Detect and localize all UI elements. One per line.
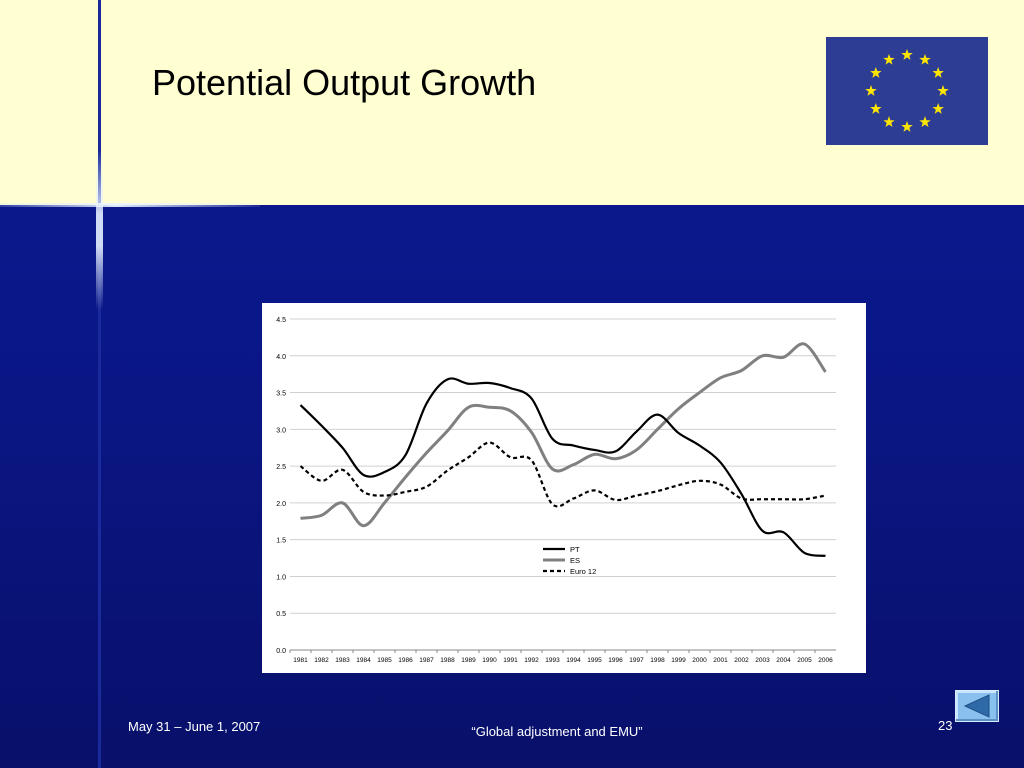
flag-star bbox=[932, 103, 944, 114]
vertical-accent-glow bbox=[96, 150, 103, 310]
x-tick-label: 1986 bbox=[398, 657, 413, 664]
x-tick-label: 2006 bbox=[818, 657, 833, 664]
x-tick-label: 1985 bbox=[377, 657, 392, 664]
x-tick-label: 1994 bbox=[566, 657, 581, 664]
chart-legend: PT ES Euro 12 bbox=[543, 545, 596, 576]
x-tick-label: 1995 bbox=[587, 657, 602, 664]
x-tick-label: 1998 bbox=[650, 657, 665, 664]
x-tick-label: 2005 bbox=[797, 657, 812, 664]
y-tick-label: 4.0 bbox=[276, 354, 286, 361]
x-tick-label: 1987 bbox=[419, 657, 434, 664]
flag-star bbox=[901, 49, 913, 60]
y-tick-label: 2.0 bbox=[276, 501, 286, 508]
vertical-accent-line bbox=[98, 0, 101, 768]
legend-label: Euro 12 bbox=[570, 567, 596, 576]
flag-star bbox=[901, 121, 913, 132]
flag-star bbox=[937, 85, 949, 96]
x-tick-label: 1990 bbox=[482, 657, 497, 664]
x-tick-label: 1981 bbox=[293, 657, 308, 664]
series-line-pt bbox=[299, 377, 826, 557]
series-line-euro-12 bbox=[299, 441, 826, 508]
y-tick-label: 0.5 bbox=[276, 611, 286, 618]
slide-title: Potential Output Growth bbox=[152, 62, 537, 103]
previous-slide-icon bbox=[963, 694, 990, 718]
flag-star bbox=[870, 103, 882, 114]
y-tick-label: 0.0 bbox=[276, 648, 286, 655]
x-tick-label: 1982 bbox=[314, 657, 329, 664]
x-tick-label: 1988 bbox=[440, 657, 455, 664]
legend-label: ES bbox=[570, 556, 580, 565]
slide-number: 23 bbox=[938, 718, 953, 733]
flag-star bbox=[919, 116, 931, 128]
flag-star bbox=[919, 53, 931, 65]
chart-panel: 0.0 0.5 1.0 1.5 2.0 2.5 3.0 3.5 4.0 4.5 1981 1982 19… bbox=[262, 303, 866, 673]
footer-date: May 31 – June 1, 2007 bbox=[128, 719, 261, 734]
horizontal-accent-glow bbox=[0, 203, 260, 207]
x-tick-label: 1996 bbox=[608, 657, 623, 664]
potential-output-chart: 0.0 0.5 1.0 1.5 2.0 2.5 3.0 3.5 4.0 4.5 1981 1982 19… bbox=[276, 317, 836, 664]
eu-flag-graphic bbox=[865, 49, 949, 132]
x-tick-label: 1999 bbox=[671, 657, 686, 664]
y-tick-label: 2.5 bbox=[276, 464, 286, 471]
y-tick-label: 3.0 bbox=[276, 427, 286, 434]
y-tick-label: 1.0 bbox=[276, 574, 286, 581]
series-line-es bbox=[300, 342, 827, 528]
x-tick-label: 1983 bbox=[335, 657, 350, 664]
flag-star bbox=[883, 53, 895, 65]
x-tick-label: 2000 bbox=[692, 657, 707, 664]
x-tick-label: 2002 bbox=[734, 657, 749, 664]
y-tick-label: 1.5 bbox=[276, 538, 286, 545]
footer-title: “Global adjustment and EMU” bbox=[471, 724, 643, 739]
y-tick-label: 3.5 bbox=[276, 391, 286, 398]
x-tick-label: 1992 bbox=[524, 657, 539, 664]
x-tick-label: 1997 bbox=[629, 657, 644, 664]
previous-slide-button[interactable] bbox=[955, 690, 999, 722]
x-tick-label: 1993 bbox=[545, 657, 560, 664]
eu-flag-icon bbox=[826, 37, 988, 145]
y-tick-label: 4.5 bbox=[276, 317, 286, 324]
flag-star bbox=[883, 116, 895, 128]
x-tick-label: 1989 bbox=[461, 657, 476, 664]
x-tick-label: 1991 bbox=[503, 657, 518, 664]
legend-label: PT bbox=[570, 545, 580, 554]
x-tick-label: 1984 bbox=[356, 657, 371, 664]
flag-star bbox=[932, 67, 944, 78]
x-tick-label: 2001 bbox=[713, 657, 728, 664]
flag-star bbox=[865, 85, 877, 96]
x-tick-label: 2003 bbox=[755, 657, 770, 664]
x-tick-label: 2004 bbox=[776, 657, 791, 664]
flag-star bbox=[870, 67, 882, 78]
